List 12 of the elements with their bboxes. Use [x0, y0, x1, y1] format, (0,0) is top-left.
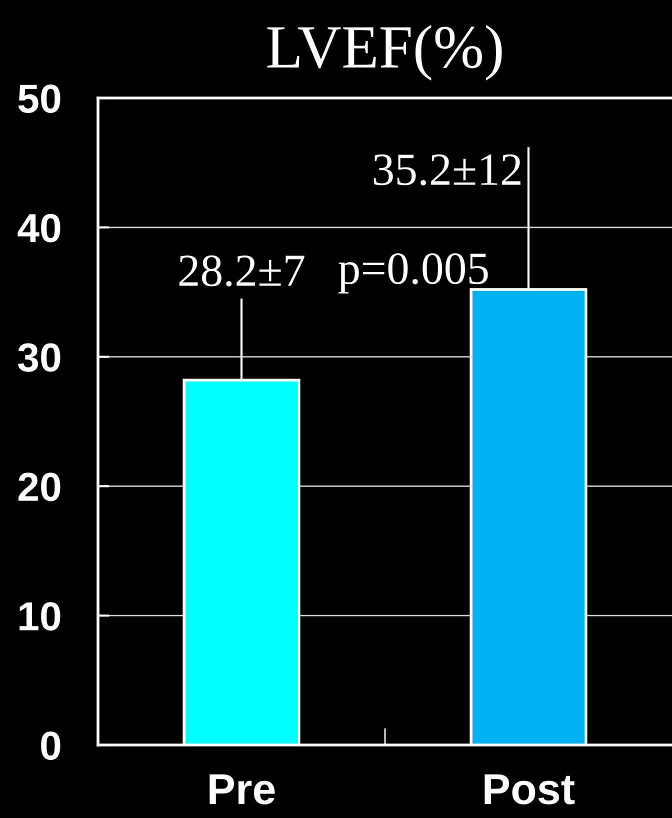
- chart-title: LVEF(%): [267, 25, 502, 80]
- y-tick-label: 30: [18, 343, 60, 372]
- x-tick-label: Pre: [210, 774, 275, 804]
- annotation: p=0.005: [338, 253, 488, 294]
- data-label: 28.2±7: [179, 255, 304, 286]
- x-tick-label: Post: [484, 774, 575, 804]
- y-tick-label: 10: [20, 602, 60, 631]
- y-tick-label: 40: [18, 214, 60, 242]
- data-label: 35.2±12: [374, 154, 520, 186]
- y-tick-label: 20: [18, 472, 60, 502]
- y-tick-label: 50: [18, 84, 60, 113]
- y-tick-label: 0: [41, 731, 60, 760]
